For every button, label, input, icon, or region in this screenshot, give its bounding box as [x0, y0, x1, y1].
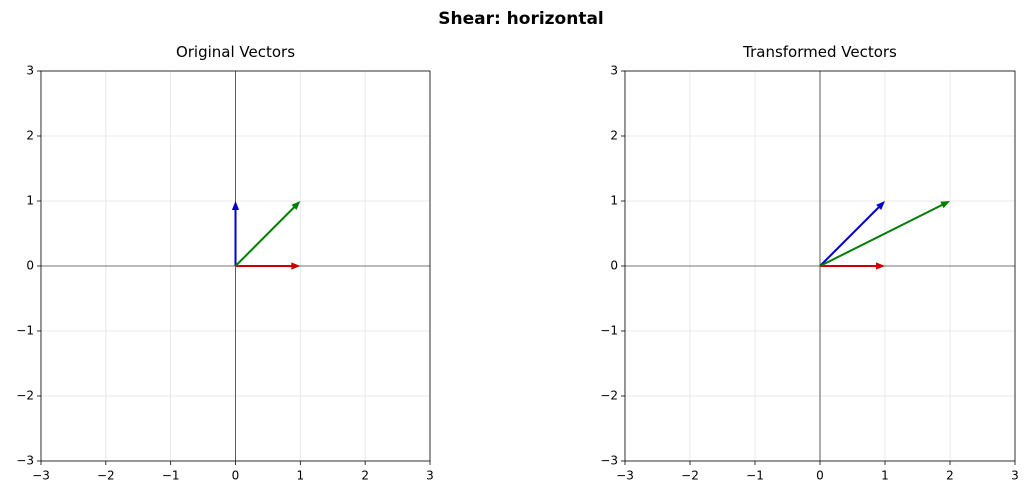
x-tick-label: 0	[232, 469, 240, 483]
x-tick-label: 1	[881, 469, 889, 483]
y-tick-label: 3	[26, 64, 34, 78]
y-tick-label: −3	[600, 454, 618, 468]
x-tick-label: 1	[297, 469, 305, 483]
x-tick-label: −3	[616, 469, 634, 483]
y-tick-label: 1	[26, 194, 34, 208]
y-tick-label: 2	[26, 129, 34, 143]
vector-arrow	[231, 201, 240, 266]
y-tick-label: −2	[16, 389, 34, 403]
figure-title: Shear: horizontal	[438, 9, 604, 29]
x-tick-label: −1	[162, 469, 180, 483]
axes-frame	[624, 70, 1016, 462]
axes-frame	[40, 70, 431, 462]
y-tick-label: 3	[610, 64, 618, 78]
y-tick-label: −3	[16, 454, 34, 468]
x-tick-label: 0	[816, 469, 824, 483]
x-tick-label: −2	[681, 469, 699, 483]
subplot-title: Original Vectors	[176, 43, 295, 61]
y-tick-label: 0	[610, 259, 618, 273]
vector-arrow	[234, 201, 301, 267]
subplot: Transformed Vectors −3 −2 −1 0 1 2 3 −3 −2 −1 0 1 2 3	[600, 43, 1019, 483]
x-tick-label: −2	[97, 469, 115, 483]
y-tick-label: −1	[600, 324, 618, 338]
x-tick-label: −1	[746, 469, 764, 483]
vector-arrow	[820, 262, 885, 270]
x-tick-label: 2	[361, 469, 369, 483]
y-tick-label: 0	[26, 259, 34, 273]
vector-arrow	[819, 201, 885, 267]
vector-arrow	[235, 262, 301, 270]
x-tick-label: −3	[32, 469, 50, 483]
y-tick-label: 2	[610, 129, 618, 143]
x-tick-label: 3	[426, 469, 434, 483]
x-tick-label: 2	[946, 469, 954, 483]
y-tick-label: −1	[16, 324, 34, 338]
subplot: Original Vectors −3 −2 −1 0 1 2 3 −3 −2 −1 0 1 2 3	[16, 43, 434, 483]
y-tick-label: −2	[600, 389, 618, 403]
vector-arrow	[819, 201, 950, 267]
subplot-title: Transformed Vectors	[742, 43, 897, 61]
y-tick-label: 1	[610, 194, 618, 208]
x-tick-label: 3	[1011, 469, 1019, 483]
